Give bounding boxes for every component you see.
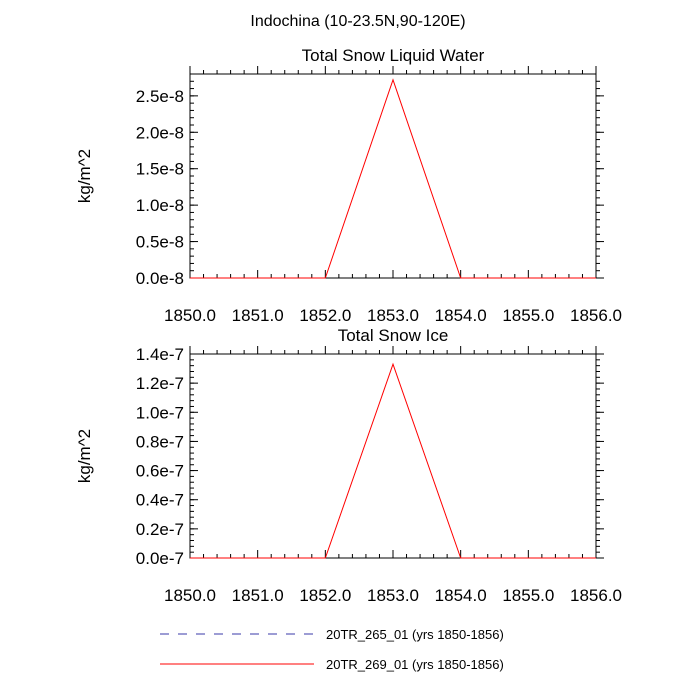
x-tick-label: 1854.0: [435, 586, 487, 605]
chart-panels: Total Snow Liquid Water 1850.0 1851.0 1852.…: [75, 46, 622, 605]
legend-label-1: 20TR_265_01 (yrs 1850-1856): [326, 627, 504, 642]
figure-suptitle: Indochina (10-23.5N,90-120E): [250, 13, 465, 30]
y-tick-label: 0.6e-7: [136, 462, 184, 481]
x-tick-label: 1850.0: [164, 306, 216, 325]
y-tick-label: 0.8e-7: [136, 432, 184, 451]
x-tick-label: 1851.0: [232, 306, 284, 325]
chart-panel-2: Total Snow Ice 1850.0 1851.0 1852.0 1853.0 18…: [75, 326, 622, 605]
y-tick-label: 1.0e-7: [136, 403, 184, 422]
y-tick-label: 2.0e-8: [136, 123, 184, 142]
y-tick-label: 1.4e-7: [136, 345, 184, 364]
y-tick-label: 0.4e-7: [136, 491, 184, 510]
y-tick-label: 0.0e-7: [136, 549, 184, 568]
x-tick-label: 1856.0: [570, 306, 622, 325]
x-tick-label: 1852.0: [299, 306, 351, 325]
series-line-1: [190, 362, 596, 559]
y-axis-label: kg/m^2: [75, 149, 94, 203]
x-tick-label: 1850.0: [164, 586, 216, 605]
x-tick-label: 1853.0: [367, 586, 419, 605]
y-tick-label: 2.5e-8: [136, 87, 184, 106]
x-tick-label: 1856.0: [570, 586, 622, 605]
series-line-1: [190, 78, 596, 279]
legend: 20TR_265_01 (yrs 1850-1856) 20TR_269_01 (…: [160, 627, 504, 672]
y-axis-label: kg/m^2: [75, 429, 94, 483]
y-tick-label: 0.0e-8: [136, 269, 184, 288]
chart-title: Total Snow Liquid Water: [302, 46, 485, 65]
y-tick-label: 1.5e-8: [136, 160, 184, 179]
y-tick-label: 1.2e-7: [136, 374, 184, 393]
chart-panel-1: Total Snow Liquid Water 1850.0 1851.0 1852.…: [75, 46, 622, 325]
legend-label-2: 20TR_269_01 (yrs 1850-1856): [326, 657, 504, 672]
plot-frame: [189, 73, 597, 279]
y-tick-label: 0.5e-8: [136, 233, 184, 252]
x-tick-label: 1855.0: [502, 586, 554, 605]
plot-frame: [189, 353, 597, 559]
x-tick-label: 1852.0: [299, 586, 351, 605]
y-tick-label: 1.0e-8: [136, 196, 184, 215]
x-tick-label: 1854.0: [435, 306, 487, 325]
x-tick-label: 1853.0: [367, 306, 419, 325]
y-tick-label: 0.2e-7: [136, 520, 184, 539]
chart-title: Total Snow Ice: [338, 326, 449, 345]
x-tick-label: 1855.0: [502, 306, 554, 325]
x-tick-label: 1851.0: [232, 586, 284, 605]
